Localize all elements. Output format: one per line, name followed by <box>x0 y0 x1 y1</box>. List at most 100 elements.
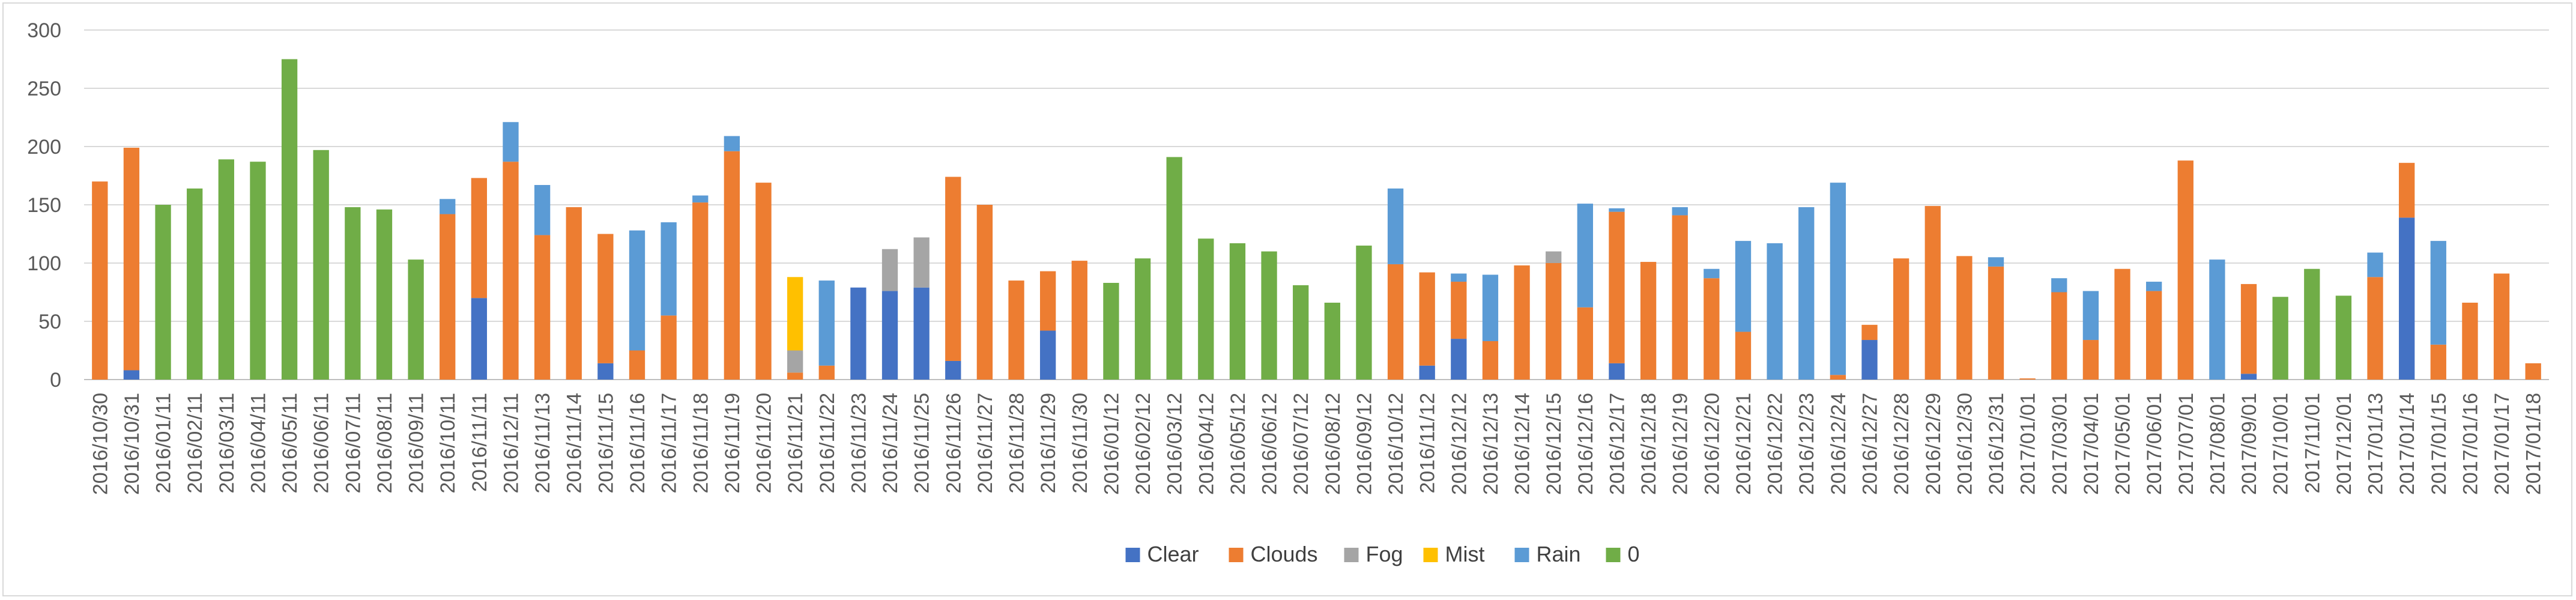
x-tick-label: 2016/11/16 <box>626 393 649 494</box>
x-tick-label: 2016/11/17 <box>658 393 681 494</box>
x-tick-label: 2016/03/12 <box>1164 393 1187 495</box>
x-tick-label: 2016/11/25 <box>911 393 934 494</box>
bar-segment-clouds <box>787 372 803 380</box>
bar-segment-fog <box>913 237 930 288</box>
x-tick-label: 2016/11/20 <box>753 393 776 494</box>
bar-segment-clouds <box>1546 263 1562 380</box>
y-tick-label: 200 <box>27 136 61 159</box>
x-tick-label: 2016/06/11 <box>310 393 333 494</box>
x-tick-label: 2016/07/11 <box>342 393 364 494</box>
x-tick-label: 2016/05/11 <box>279 393 301 494</box>
bar-segment-clouds <box>629 350 646 380</box>
bar-segment-clouds <box>534 235 551 380</box>
bar-segment-0 <box>408 259 424 380</box>
legend-swatch <box>1423 548 1438 562</box>
x-tick-label: 2016/10/12 <box>1385 393 1407 495</box>
bar-segment-clouds <box>1040 271 1056 331</box>
bar-segment-rain <box>1387 188 1404 264</box>
bar-segment-rain <box>1672 207 1688 216</box>
x-axis-ticks: 2016/10/30 2016/10/31 2016/01/11 2016/02/11… <box>89 393 2545 495</box>
x-tick-label: 2016/12/16 <box>1574 393 1597 495</box>
bar-segment-0 <box>187 188 203 380</box>
x-tick-label: 2016/11/22 <box>816 393 839 494</box>
bar-segment-0 <box>1166 157 1182 380</box>
bar-segment-clouds <box>755 183 772 380</box>
bar-segment-rain <box>2367 252 2383 277</box>
bar-segment-clear <box>2240 374 2257 380</box>
bar-segment-clouds <box>692 202 709 380</box>
bar-segment-clouds <box>92 181 108 380</box>
x-tick-label: 2016/11/28 <box>1006 393 1029 494</box>
bar-segment-clouds <box>1419 272 1435 366</box>
bar-segment-clouds <box>2399 163 2415 218</box>
x-tick-label: 2016/08/12 <box>1322 393 1344 495</box>
bar-segment-clear <box>1451 339 1467 380</box>
legend-label: Fog <box>1366 542 1403 566</box>
bar-segment-0 <box>1356 245 1372 380</box>
bar-segment-clouds <box>724 151 740 380</box>
bar-segment-clouds <box>2082 340 2099 380</box>
x-tick-label: 2016/12/21 <box>1732 393 1755 495</box>
bar-segment-0 <box>1134 258 1151 380</box>
bar-segment-clouds <box>503 162 519 380</box>
bar-segment-clear <box>597 363 614 380</box>
bar-segment-clouds <box>1451 282 1467 339</box>
legend-label: Clouds <box>1251 542 1318 566</box>
bar-segment-rain <box>2430 241 2446 345</box>
x-tick-label: 2017/01/17 <box>2491 393 2514 495</box>
x-tick-label: 2017/01/13 <box>2365 393 2387 495</box>
x-tick-label: 2016/12/23 <box>1795 393 1818 495</box>
bar-segment-rain <box>692 195 709 203</box>
x-tick-label: 2017/05/01 <box>2112 393 2135 495</box>
legend-swatch <box>1606 548 1621 562</box>
bar-segment-clear <box>1419 365 1435 380</box>
x-tick-label: 2016/12/18 <box>1637 393 1660 495</box>
bar-segment-clouds <box>2177 160 2194 380</box>
x-tick-label: 2016/12/14 <box>1511 393 1534 495</box>
x-tick-label: 2016/07/12 <box>1290 393 1313 495</box>
x-tick-label: 2016/11/19 <box>721 393 744 494</box>
x-tick-label: 2017/03/01 <box>2048 393 2071 495</box>
bar-segment-clouds <box>2367 277 2383 380</box>
bar-segment-rain <box>1988 257 2004 267</box>
bar-segment-0 <box>2272 297 2288 380</box>
x-tick-label: 2017/06/01 <box>2143 393 2166 495</box>
bar-segment-rain <box>1767 243 1783 380</box>
x-tick-label: 2016/04/11 <box>247 393 270 494</box>
bar-segment-clouds <box>1924 205 1941 380</box>
bar-segment-rain <box>1482 274 1499 341</box>
bar-segment-clouds <box>1387 264 1404 380</box>
y-tick-label: 0 <box>50 369 61 392</box>
x-tick-label: 2016/12/11 <box>500 393 522 494</box>
x-tick-label: 2017/01/16 <box>2459 393 2482 495</box>
bar-segment-clouds <box>818 365 835 380</box>
x-tick-label: 2016/09/11 <box>405 393 428 494</box>
x-tick-label: 2017/04/01 <box>2080 393 2103 495</box>
bar-segment-rain <box>818 280 835 366</box>
x-tick-label: 2016/02/11 <box>184 393 207 494</box>
x-tick-label: 2016/11/11 <box>468 393 491 492</box>
bars <box>92 59 2541 380</box>
bar-segment-clouds <box>597 234 614 363</box>
bar-segment-clouds <box>1609 211 1625 363</box>
bar-segment-clouds <box>1672 215 1688 380</box>
x-tick-label: 2016/12/12 <box>1448 393 1471 495</box>
bar-segment-clouds <box>2430 344 2446 380</box>
x-tick-label: 2016/11/14 <box>563 393 586 494</box>
bar-segment-rain <box>2082 291 2099 341</box>
bar-segment-rain <box>440 199 456 214</box>
bar-segment-0 <box>345 207 361 380</box>
bar-segment-clouds <box>976 205 993 380</box>
bar-segment-0 <box>376 209 393 380</box>
y-tick-label: 50 <box>38 311 61 333</box>
y-tick-label: 250 <box>27 77 61 100</box>
bar-segment-rain <box>2051 278 2067 292</box>
bar-segment-clouds <box>1735 332 1752 380</box>
bar-segment-rain <box>534 185 551 235</box>
x-tick-label: 2016/12/30 <box>1953 393 1976 495</box>
bar-segment-clouds <box>1988 266 2004 380</box>
x-tick-label: 2017/08/01 <box>2206 393 2229 495</box>
bar-segment-rain <box>629 230 646 351</box>
bar-segment-clouds <box>2525 363 2541 380</box>
x-tick-label: 2016/12/22 <box>1764 393 1787 495</box>
